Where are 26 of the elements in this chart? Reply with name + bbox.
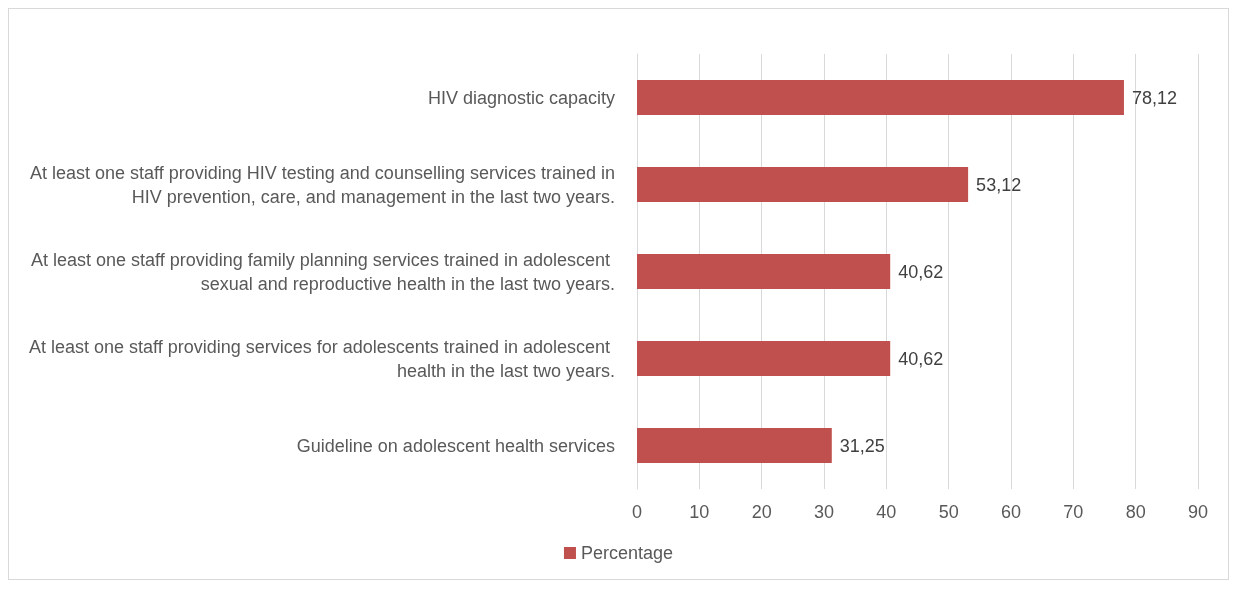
x-tick-label: 20 — [751, 502, 772, 522]
x-tick-label: 60 — [1000, 502, 1022, 522]
x-tick-label: 70 — [1063, 502, 1084, 522]
data-label: 31,25 — [839, 435, 885, 456]
x-tick-label: 90 — [1187, 502, 1209, 522]
bar — [637, 341, 891, 376]
data-label: 40,62 — [898, 261, 944, 282]
data-label: 40,62 — [898, 348, 944, 369]
y-tick-label: At least one staff providing HIV testing and counselling services trained in HIV prevention, care, and management in the last two years. — [30, 162, 615, 207]
bar — [637, 80, 1124, 115]
bar — [637, 254, 891, 289]
x-tick-label: 0 — [631, 502, 643, 522]
data-label: 78,12 — [1131, 87, 1177, 108]
x-tick-label: 30 — [813, 502, 835, 522]
data-label: 53,12 — [976, 174, 1022, 195]
y-tick-label: HIV diagnostic capacity — [427, 87, 615, 108]
y-tick-label: Guideline on adolescent health services — [296, 435, 615, 456]
bar — [637, 167, 969, 202]
y-tick-label: At least one staff providing family planning services trained in adolescent sexual and reproductive health in the last two years. — [31, 249, 615, 294]
x-tick-label: 40 — [876, 502, 897, 522]
x-tick-label: 10 — [689, 502, 710, 522]
legend-label: Percentage — [580, 543, 674, 563]
x-tick-label: 50 — [938, 502, 959, 522]
x-tick-label: 80 — [1125, 502, 1146, 522]
y-tick-label: At least one staff providing services for adolescents trained in adolescent health in the last two years. — [28, 336, 615, 381]
bar — [637, 428, 832, 463]
